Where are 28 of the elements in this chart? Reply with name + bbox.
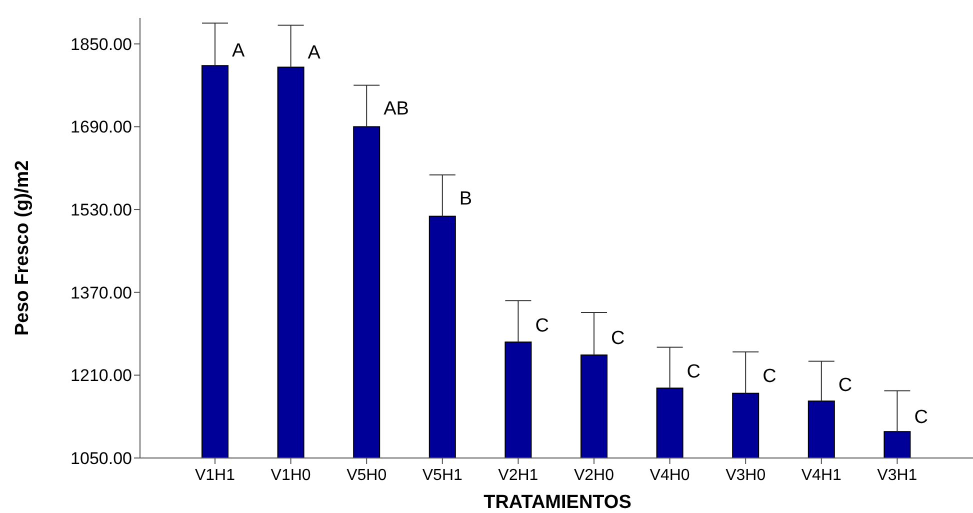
x-tick-label: V5H0 <box>346 467 387 484</box>
annotation: A <box>232 40 245 62</box>
y-tick-label: 1210.00 <box>70 366 132 386</box>
x-tick-label: V1H0 <box>270 467 311 484</box>
x-tick-label: V2H0 <box>574 467 614 484</box>
annotation: C <box>762 366 776 387</box>
annotation: C <box>838 375 852 396</box>
annotation: C <box>914 407 928 428</box>
y-tick-label: 1690.00 <box>70 118 132 137</box>
annotation: A <box>308 42 321 64</box>
x-tick-label: V4H0 <box>650 467 690 484</box>
y-tick-label: 1530.00 <box>70 200 132 220</box>
annotation: C <box>535 316 549 337</box>
annotation: C <box>686 362 701 383</box>
x-tick-label: V3H0 <box>726 467 766 484</box>
x-tick-label: V5H1 <box>422 467 463 484</box>
x-tick-label: V3H1 <box>877 467 918 484</box>
x-tick-label: V2H1 <box>498 467 538 484</box>
annotation: AB <box>384 98 409 120</box>
y-tick-label: 1850.00 <box>70 34 132 54</box>
annotation: B <box>459 188 472 210</box>
annotation: C <box>611 328 625 350</box>
x-axis-title: TRATAMIENTOS <box>484 492 632 513</box>
y-axis-title: Peso Fresco (g)/m2 <box>12 160 33 336</box>
y-tick-label: 1370.00 <box>70 283 132 302</box>
y-tick-label: 1050.00 <box>70 448 132 468</box>
x-tick-label: V1H1 <box>194 467 236 484</box>
x-tick-label: V4H1 <box>801 467 842 484</box>
